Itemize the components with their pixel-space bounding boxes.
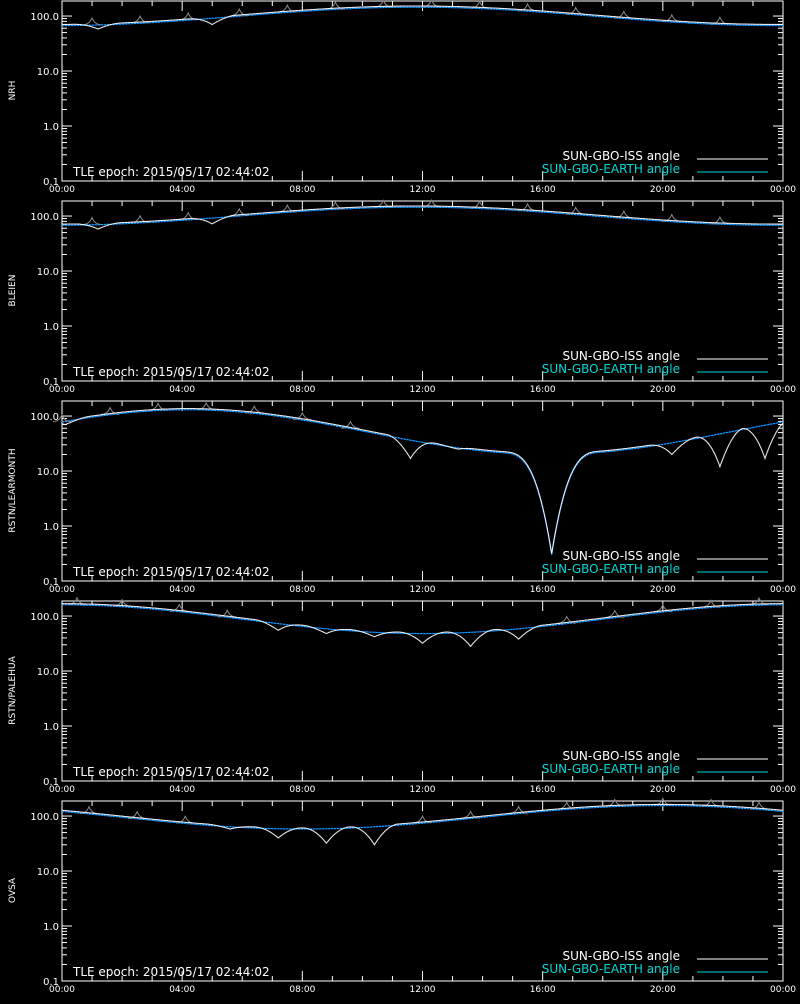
x-tick-label: 20:00 [650, 785, 676, 795]
x-tick-label: 00:00 [770, 785, 796, 795]
x-tick-label: 00:00 [770, 585, 796, 595]
legend-label: SUN-GBO-ISS angle [563, 549, 680, 563]
y-tick-label: 10.0 [37, 267, 59, 278]
y-axis-label: BLEIEN [8, 275, 18, 307]
y-axis-label: RSTN/PALEHUA [8, 655, 18, 724]
x-tick-label: 00:00 [49, 785, 75, 795]
x-tick-label: 16:00 [530, 785, 556, 795]
iss-angle-curve [62, 5, 783, 30]
tle-epoch-annotation: TLE epoch: 2015/05/17 02:44:02 [72, 365, 270, 379]
y-tick-label: 0.1 [43, 977, 59, 988]
panel-3: 0.1 1.0 10.0 100.0 RSTN/LEARMONTH 00:00 04:00 0… [8, 400, 796, 595]
legend-label: SUN-GBO-EARTH angle [542, 962, 680, 976]
panel-1: 0.1 1.0 10.0 100.0 NRH 00:00 04:00 08:00 12:00 16… [8, 0, 796, 195]
legend-label: SUN-GBO-EARTH angle [542, 162, 680, 176]
iss-angle-curve [62, 205, 783, 230]
y-tick-label: 0.1 [43, 777, 59, 788]
x-tick-label: 08:00 [289, 785, 315, 795]
legend-label: SUN-GBO-ISS angle [563, 749, 680, 763]
x-tick-label: 00:00 [49, 585, 75, 595]
iss-spike [82, 16, 102, 26]
y-tick-label: 0.1 [43, 177, 59, 188]
iss-spike [341, 420, 360, 429]
x-tick-label: 04:00 [169, 785, 195, 795]
tle-epoch-annotation: TLE epoch: 2015/05/17 02:44:02 [72, 565, 270, 579]
tle-epoch-annotation: TLE epoch: 2015/05/17 02:44:02 [72, 965, 270, 979]
x-tick-label: 16:00 [530, 985, 556, 995]
y-tick-label: 10.0 [37, 867, 59, 878]
x-tick-label: 04:00 [169, 185, 195, 195]
y-axis-label: NRH [8, 81, 18, 101]
panel-5: 0.1 1.0 10.0 100.0 OVSA 00:00 04:00 08:00 12:00 1… [8, 797, 796, 995]
x-tick-label: 12:00 [410, 585, 436, 595]
x-tick-label: 12:00 [410, 385, 436, 395]
x-tick-label: 20:00 [650, 185, 676, 195]
x-tick-label: 16:00 [530, 585, 556, 595]
x-tick-label: 00:00 [49, 185, 75, 195]
earth-angle-curve [61, 409, 784, 555]
x-tick-label: 16:00 [530, 185, 556, 195]
iss-spike [52, 413, 72, 423]
x-tick-label: 04:00 [169, 385, 195, 395]
x-tick-label: 12:00 [410, 985, 436, 995]
iss-spike [82, 216, 102, 225]
x-tick-label: 12:00 [410, 785, 436, 795]
legend-label: SUN-GBO-ISS angle [563, 949, 680, 963]
legend-label: SUN-GBO-EARTH angle [542, 562, 680, 576]
x-tick-label: 04:00 [169, 585, 195, 595]
legend-label: SUN-GBO-ISS angle [563, 349, 680, 363]
iss-angle-curve [62, 603, 783, 648]
y-tick-label: 10.0 [37, 67, 59, 78]
x-tick-label: 20:00 [650, 585, 676, 595]
x-tick-label: 00:00 [770, 185, 796, 195]
legend-label: SUN-GBO-ISS angle [563, 149, 680, 163]
earth-angle-curve [62, 6, 783, 27]
iss-angle-curve [61, 408, 784, 554]
x-tick-label: 08:00 [289, 985, 315, 995]
tle-epoch-annotation: TLE epoch: 2015/05/17 02:44:02 [72, 165, 270, 179]
y-tick-label: 100.0 [30, 812, 59, 823]
x-tick-label: 08:00 [289, 585, 315, 595]
y-tick-label: 100.0 [30, 12, 59, 23]
y-tick-label: 100.0 [30, 412, 59, 423]
y-tick-label: 1.0 [43, 722, 59, 733]
x-tick-label: 08:00 [289, 385, 315, 395]
y-axis-label: RSTN/LEARMONTH [8, 448, 18, 532]
y-tick-label: 100.0 [30, 612, 59, 623]
x-tick-label: 00:00 [49, 385, 75, 395]
y-axis-label: OVSA [8, 877, 18, 903]
x-tick-label: 00:00 [49, 985, 75, 995]
y-tick-label: 1.0 [43, 522, 59, 533]
y-tick-label: 1.0 [43, 122, 59, 133]
y-tick-label: 0.1 [43, 377, 59, 388]
earth-angle-curve [62, 604, 783, 635]
x-tick-label: 20:00 [650, 985, 676, 995]
y-tick-label: 1.0 [43, 922, 59, 933]
y-tick-label: 1.0 [43, 322, 59, 333]
iss-spike [293, 411, 312, 421]
x-tick-label: 12:00 [410, 185, 436, 195]
x-tick-label: 00:00 [770, 985, 796, 995]
y-tick-label: 0.1 [43, 577, 59, 588]
x-tick-label: 00:00 [770, 385, 796, 395]
tle-epoch-annotation: TLE epoch: 2015/05/17 02:44:02 [72, 765, 270, 779]
legend-label: SUN-GBO-EARTH angle [542, 762, 680, 776]
earth-angle-curve-blue [61, 409, 784, 555]
panel-4: 0.1 1.0 10.0 100.0 RSTN/PALEHUA 00:00 04:00 08:… [8, 596, 796, 795]
y-tick-label: 10.0 [37, 467, 59, 478]
legend-label: SUN-GBO-EARTH angle [542, 362, 680, 376]
iss-angle-curve [62, 803, 784, 846]
x-tick-label: 04:00 [169, 985, 195, 995]
panel-2: 0.1 1.0 10.0 100.0 BLEIEN 00:00 04:00 08:00 12:0… [8, 198, 796, 395]
y-tick-label: 100.0 [30, 212, 59, 223]
x-tick-label: 16:00 [530, 385, 556, 395]
earth-angle-curve [61, 805, 784, 830]
y-tick-label: 10.0 [37, 667, 59, 678]
x-tick-label: 20:00 [650, 385, 676, 395]
x-tick-label: 08:00 [289, 185, 315, 195]
